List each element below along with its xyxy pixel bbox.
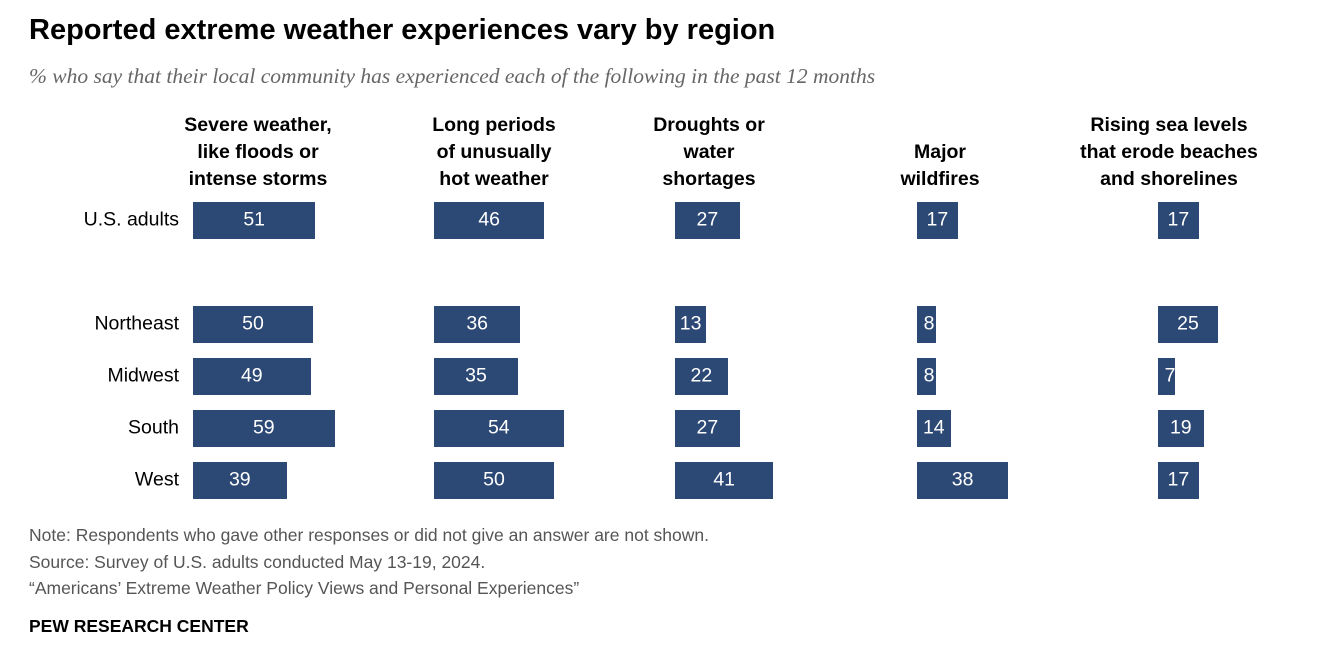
column-header-line: hot weather <box>439 168 549 190</box>
report-title-line: “Americans’ Extreme Weather Policy Views… <box>29 578 580 598</box>
chart-title: Reported extreme weather experiences var… <box>29 14 776 46</box>
bar: 17 <box>917 201 958 239</box>
bar: 17 <box>1158 201 1199 239</box>
bar-value-label: 19 <box>1169 416 1192 439</box>
bar-value-label: 17 <box>1167 208 1190 231</box>
bar-value-label: 54 <box>487 416 510 439</box>
bar-value-label: 41 <box>713 468 736 491</box>
bar: 50 <box>434 461 554 499</box>
bar-value-label: 17 <box>926 208 949 231</box>
bar-value-label: 14 <box>922 416 945 439</box>
bar-value-label: 36 <box>466 312 489 335</box>
bar-value-label: 59 <box>252 416 275 439</box>
row-label: Northeast <box>94 312 179 335</box>
bar: 35 <box>434 357 518 395</box>
bar-value-label: 8 <box>923 364 935 387</box>
row-label: South <box>128 416 179 439</box>
bar: 38 <box>917 461 1009 499</box>
bar: 59 <box>193 409 335 447</box>
bar: 25 <box>1158 305 1218 343</box>
bar-value-label: 46 <box>478 208 501 231</box>
bar: 22 <box>675 357 728 395</box>
column-header: Rising sea levels that erode beaches and s… <box>1080 112 1258 193</box>
bar: 14 <box>917 409 951 447</box>
bar-value-label: 7 <box>1164 364 1176 387</box>
bar-value-label: 17 <box>1167 468 1190 491</box>
bar-value-label: 39 <box>228 468 251 491</box>
column-header-line: and shorelines <box>1100 168 1238 190</box>
bar: 8 <box>917 357 937 395</box>
bar: 41 <box>675 461 774 499</box>
bar-value-label: 27 <box>696 208 719 231</box>
column-header-line: wildfires <box>900 168 980 190</box>
source-organization: PEW RESEARCH CENTER <box>29 616 249 636</box>
row-label: West <box>134 468 179 491</box>
source-line: Source: Survey of U.S. adults conducted … <box>29 551 486 572</box>
column-header-line: water <box>683 141 735 163</box>
bar-value-label: 51 <box>243 208 266 231</box>
bar: 27 <box>675 409 740 447</box>
column-header-line: shortages <box>662 168 756 190</box>
bar: 17 <box>1158 461 1199 499</box>
row-label: Midwest <box>107 364 179 387</box>
row-label: U.S. adults <box>83 208 179 231</box>
bar: 13 <box>675 305 707 343</box>
bar: 8 <box>917 305 937 343</box>
bar-value-label: 50 <box>242 312 264 335</box>
bar-value-label: 49 <box>240 364 263 387</box>
chart-subtitle: % who say that their local community has… <box>29 64 876 88</box>
bar-value-label: 8 <box>923 312 935 335</box>
column-header: Major wildfires <box>900 139 979 193</box>
bar: 54 <box>434 409 564 447</box>
bar-value-label: 38 <box>951 468 974 491</box>
bar: 19 <box>1158 409 1204 447</box>
bar-value-label: 13 <box>679 312 702 335</box>
column-header-line: Rising sea levels <box>1090 114 1248 136</box>
column-header: Severe weather, like floods or intense sto… <box>184 112 331 193</box>
column-header-line: Long periods <box>432 114 556 136</box>
chart-area: Severe weather, like floods or intense sto… <box>0 100 1322 510</box>
bar: 27 <box>675 201 740 239</box>
bar: 39 <box>193 461 287 499</box>
bar-value-label: 22 <box>690 364 713 387</box>
column-header-line: Severe weather, <box>184 114 332 136</box>
bar-value-label: 25 <box>1177 312 1199 335</box>
column-header-line: that erode beaches <box>1080 141 1258 163</box>
column-header-line: of unusually <box>436 141 552 163</box>
column-header: Long periods of unusually hot weather <box>432 112 556 193</box>
note-line: Note: Respondents who gave other respons… <box>29 525 709 545</box>
bar-value-label: 50 <box>483 468 505 491</box>
bar: 50 <box>193 305 313 343</box>
chart-notes: Note: Respondents who gave other respons… <box>29 522 709 602</box>
column-header-line: like floods or <box>197 141 319 163</box>
column-header-line: Droughts or <box>653 114 765 136</box>
bar-value-label: 35 <box>465 364 487 387</box>
bar: 49 <box>193 357 311 395</box>
bar: 7 <box>1158 357 1176 395</box>
bar: 51 <box>193 201 316 239</box>
bar: 46 <box>434 201 545 239</box>
column-header-line: Major <box>913 141 967 163</box>
bar-value-label: 27 <box>696 416 719 439</box>
bar: 36 <box>434 305 521 343</box>
column-header: Droughts or water shortages <box>653 112 765 193</box>
column-header-line: intense storms <box>188 168 328 190</box>
